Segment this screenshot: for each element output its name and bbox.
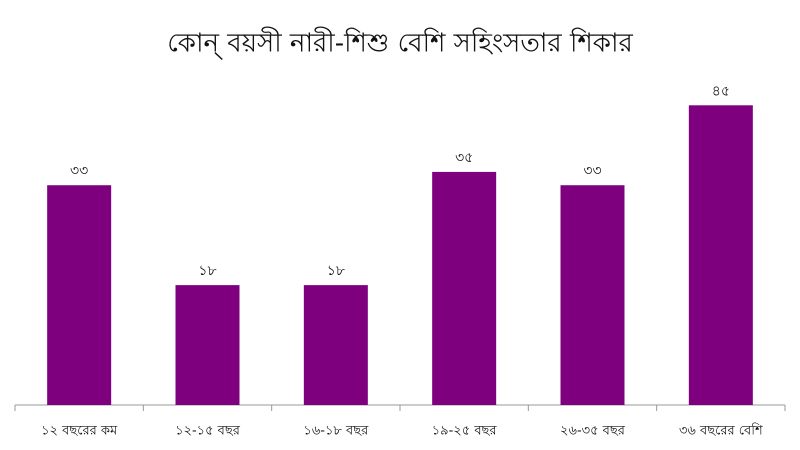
bar [688, 105, 753, 406]
bar [560, 185, 625, 405]
value-label: ৩৩ [70, 163, 88, 179]
value-label: ৩৩ [583, 163, 601, 179]
bar [303, 285, 368, 405]
x-tick-label: ১৬-১৮ বছর [303, 424, 369, 439]
value-label: ১৮ [327, 263, 345, 279]
bar [432, 171, 497, 405]
x-tick-label: ১২-১৫ বছর [175, 424, 241, 439]
x-tick-label: ৩৬ বছরের বেশি [679, 423, 763, 439]
value-label: ১৮ [198, 263, 216, 279]
bar [47, 185, 112, 405]
value-label: ৩৫ [455, 150, 473, 166]
value-label: ৪৫ [712, 83, 730, 99]
bar [175, 285, 240, 405]
chart-title: কোন্ বয়সী নারী-শিশু বেশি সহিংসতার শিকার [167, 27, 633, 60]
x-tick-label: ২৬-৩৫ বছর [560, 424, 626, 439]
x-tick-label: ১৯-২৫ বছর [432, 424, 498, 439]
x-tick-label: ১২ বছরের কম [41, 424, 118, 439]
